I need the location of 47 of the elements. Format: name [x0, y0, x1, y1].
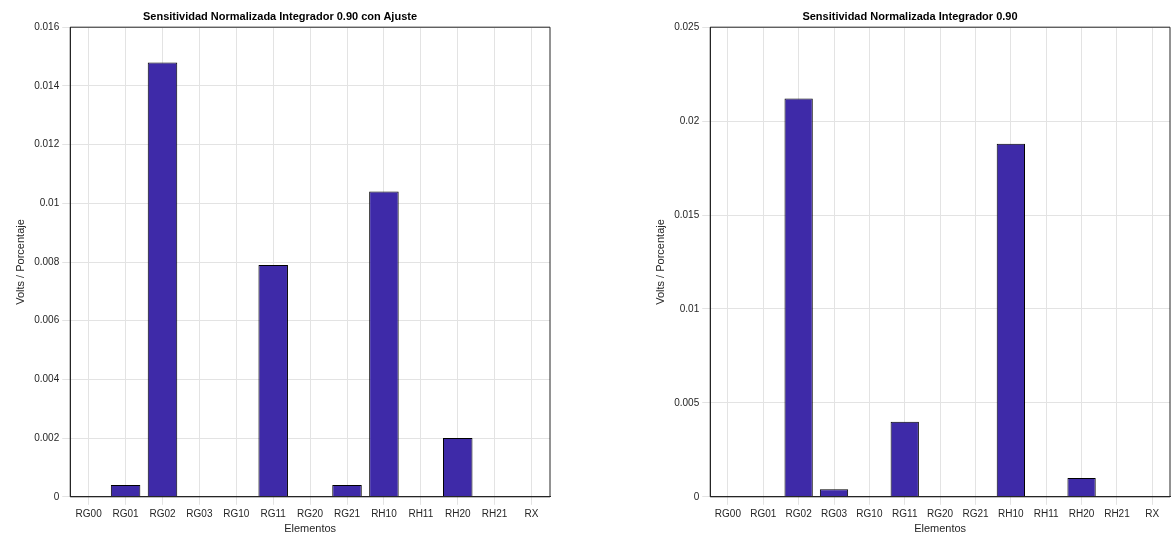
x-tick-label: RH20	[1068, 507, 1095, 519]
x-tick-label: RG11	[260, 507, 287, 519]
chart-title: Sensitividad Normalizada Integrador 0.90 con Ajuste	[142, 9, 418, 22]
chart-title: Sensitividad Normalizada Integrador 0.90	[802, 9, 1018, 22]
x-tick-label: RH10	[998, 507, 1025, 519]
x-tick-label: RH21	[481, 507, 508, 519]
x-tick-label: RG00	[75, 507, 103, 519]
x-tick-label: RH21	[1104, 507, 1131, 519]
x-tick-label: RG00	[714, 507, 742, 519]
y-tick-label: 0.014	[34, 79, 60, 91]
y-tick-label: 0.006	[34, 314, 60, 326]
x-tick-label: RG03	[186, 507, 213, 519]
x-tick-label: RH20	[444, 507, 471, 519]
x-axis-title: Elementos	[284, 522, 337, 535]
x-tick-label: RG02	[149, 507, 176, 519]
x-tick-label: RG01	[750, 507, 777, 519]
x-tick-label: RG01	[112, 507, 140, 519]
x-tick-label: RG10	[223, 507, 250, 519]
y-tick-label: 0	[53, 490, 60, 502]
y-tick-label: 0.01	[39, 197, 60, 209]
y-axis-title: Volts / Porcentaje	[653, 219, 666, 305]
y-tick-label: 0.016	[34, 20, 60, 32]
x-tick-label: RG21	[333, 507, 361, 519]
x-tick-label: RH10	[371, 507, 398, 519]
y-tick-label: 0.008	[34, 255, 60, 267]
x-tick-label: RG02	[785, 507, 813, 519]
y-tick-label: 0.025	[674, 20, 700, 32]
x-tick-label: RH11	[408, 507, 434, 519]
y-tick-label: 0.015	[674, 208, 700, 220]
y-tick-label: 0.004	[34, 373, 60, 385]
x-tick-label: RG03	[820, 507, 848, 519]
x-tick-label: RG20	[297, 507, 324, 519]
x-tick-label: RG20	[927, 507, 954, 519]
y-tick-label: 0.01	[679, 302, 700, 314]
y-tick-label: 0.005	[674, 396, 700, 408]
y-tick-label: 0	[693, 490, 700, 502]
x-tick-label: RG11	[892, 507, 918, 519]
y-tick-label: 0.002	[34, 431, 60, 443]
x-axis-title: Elementos	[914, 522, 967, 535]
y-tick-label: 0.02	[679, 114, 700, 126]
x-tick-label: RG21	[962, 507, 989, 519]
y-axis-title: Volts / Porcentaje	[13, 219, 26, 305]
y-tick-label: 0.012	[34, 138, 60, 150]
x-tick-label: RX	[1145, 507, 1160, 519]
x-tick-label: RG10	[856, 507, 883, 519]
x-tick-label: RH11	[1033, 507, 1060, 519]
x-tick-label: RX	[524, 507, 539, 519]
